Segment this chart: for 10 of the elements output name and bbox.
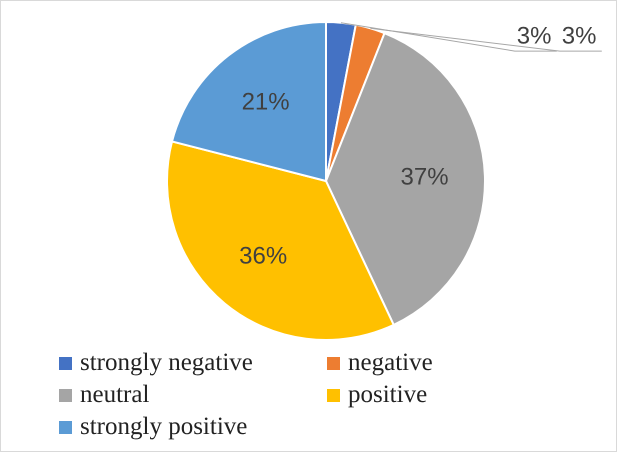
legend-label: strongly negative [79,349,254,377]
legend-label: positive [347,381,428,409]
data-label: 21% [242,88,290,116]
legend-label: negative [347,349,434,377]
data-label: 36% [239,242,288,270]
legend-label: neutral [79,381,150,409]
data-label: 3% [516,22,552,50]
data-label: 3% [562,22,596,50]
legend-label: strongly positive [79,413,248,441]
data-label: 37% [400,164,449,191]
